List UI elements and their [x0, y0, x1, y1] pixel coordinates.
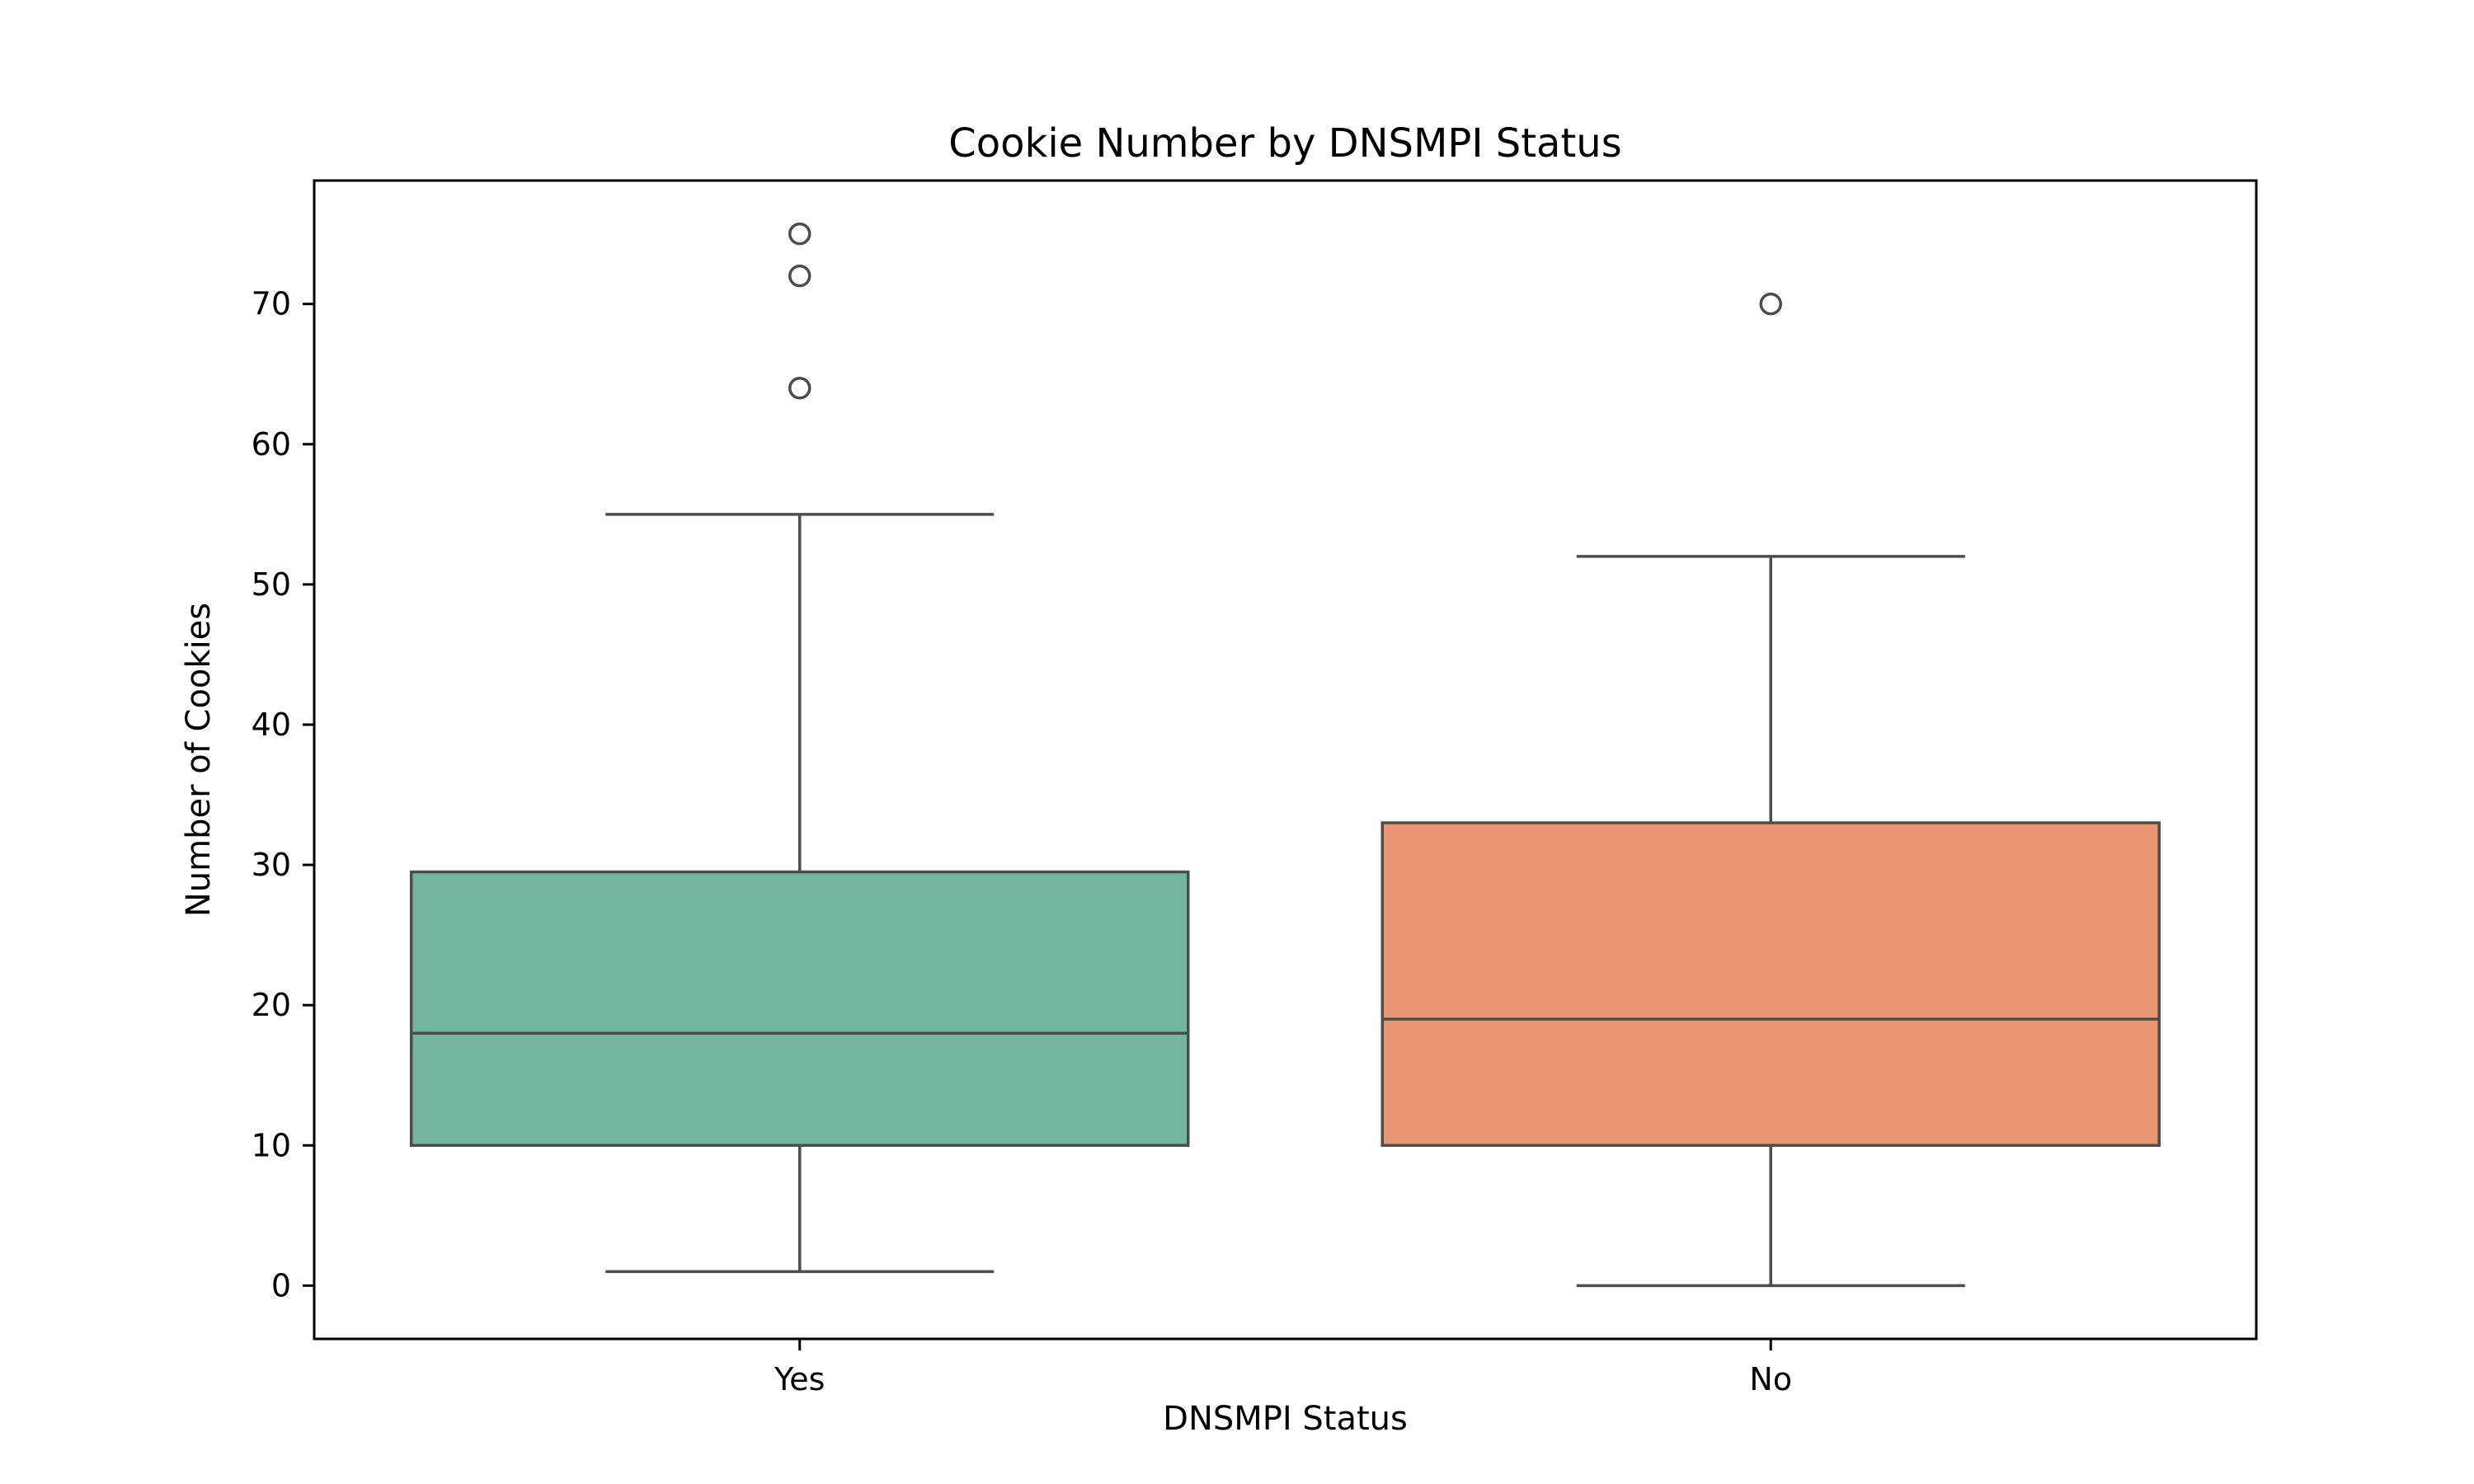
- box-iqr: [410, 870, 1190, 1148]
- outlier-point: [788, 222, 811, 246]
- y-tick-label: 70: [252, 286, 291, 322]
- box-iqr: [1380, 821, 2161, 1148]
- x-axis-label: DNSMPI Status: [1163, 1400, 1408, 1438]
- box-no: [1380, 292, 2161, 1288]
- y-tick-label: 0: [271, 1267, 291, 1303]
- x-axis: Yes No: [774, 1339, 1792, 1397]
- y-tick-label: 60: [252, 426, 291, 463]
- plot-area: [410, 222, 2161, 1288]
- y-axis-label: Number of Cookies: [180, 603, 218, 917]
- outlier-point: [788, 376, 811, 400]
- x-tick-label: No: [1749, 1361, 1792, 1397]
- box-yes: [410, 222, 1190, 1274]
- y-tick-label: 10: [252, 1127, 291, 1163]
- outlier-point: [788, 264, 811, 288]
- y-axis: 0 10 20 30 40 50 60 70: [252, 286, 314, 1303]
- y-tick-label: 30: [252, 847, 291, 883]
- y-tick-label: 50: [252, 566, 291, 603]
- y-tick-label: 40: [252, 707, 291, 743]
- chart-title: Cookie Number by DNSMPI Status: [948, 120, 1621, 167]
- y-tick-label: 20: [252, 987, 291, 1023]
- x-tick-label: Yes: [774, 1361, 825, 1397]
- outlier-point: [1759, 292, 1782, 316]
- plot-frame: [313, 179, 2258, 1341]
